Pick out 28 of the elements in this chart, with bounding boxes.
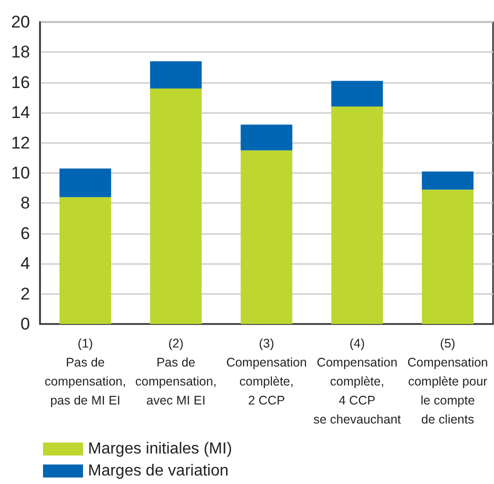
legend-label: Marges de variation (88, 462, 229, 480)
bar (331, 106, 383, 324)
bar (240, 150, 292, 324)
bar (422, 171, 474, 190)
bar (422, 190, 474, 324)
x-tick-label: (2) Pas de compensation, avec MI EI (135, 336, 217, 408)
x-tick-label: (3) Compensation complète, 2 CCP (226, 336, 307, 408)
x-tick-label: (5) Compensation complète pour le compte de clients (407, 336, 488, 426)
y-tick-label: 4 (20, 254, 30, 274)
bar (240, 124, 292, 150)
y-tick-label: 10 (11, 164, 30, 182)
x-tick-label: (1) Pas de compensation, pas de MI EI (44, 336, 126, 408)
y-tick-label: 12 (11, 133, 30, 152)
y-tick-label: 8 (20, 194, 30, 213)
y-tick-label: 6 (20, 224, 30, 243)
y-tick-label: 2 (20, 284, 30, 304)
bar (150, 88, 202, 324)
x-tick-label: (4) Compensation complète, 4 CCP se chevauchant (313, 336, 402, 426)
y-tick-label: 20 (11, 12, 30, 32)
legend-label: Marges initiales (MI) (88, 440, 232, 458)
bar (59, 197, 112, 324)
y-tick-label: 18 (11, 42, 30, 62)
y-tick-label: 16 (11, 72, 30, 92)
bar (150, 61, 202, 88)
y-tick-label: 14 (11, 103, 30, 122)
bar (331, 80, 383, 107)
bar (59, 168, 112, 198)
y-tick-label: 0 (20, 314, 30, 334)
